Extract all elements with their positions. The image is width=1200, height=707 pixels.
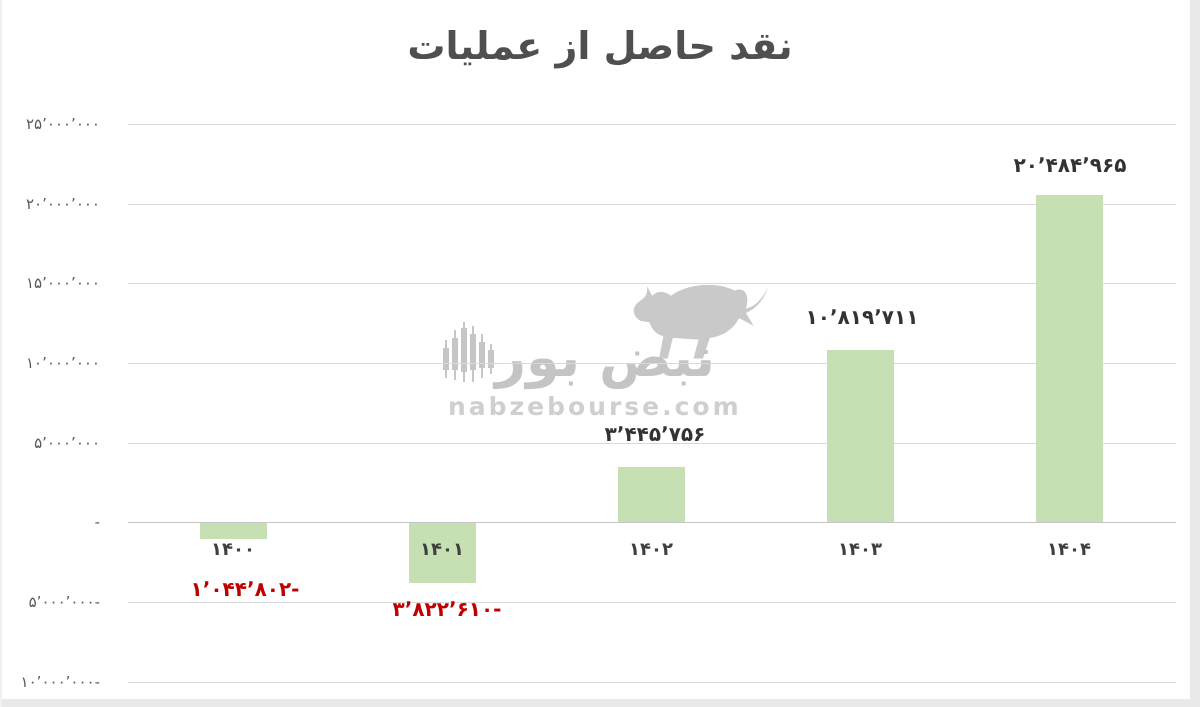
bar-1404 bbox=[1036, 195, 1103, 522]
bull-silhouette-icon bbox=[633, 284, 769, 359]
watermark-logo-text: نبض بور bbox=[494, 326, 715, 389]
watermark-domain-text: nabzebourse.com bbox=[448, 392, 742, 421]
gridline bbox=[128, 124, 1176, 125]
data-label-1400: ۱٬۰۴۴٬۸۰۲- bbox=[190, 577, 300, 601]
frame-edge-bottom bbox=[0, 699, 1200, 707]
bar-1401 bbox=[409, 522, 476, 583]
frame-edge-left bbox=[0, 0, 2, 707]
data-label-1401: ۳٬۸۲۲٬۶۱۰- bbox=[392, 597, 502, 621]
y-axis-label: ۵٬۰۰۰٬۰۰۰- bbox=[28, 593, 100, 611]
y-axis-label: ۱۵٬۰۰۰٬۰۰۰ bbox=[26, 274, 100, 292]
gridline bbox=[128, 682, 1176, 683]
data-label-1404: ۲۰٬۴۸۴٬۹۶۵ bbox=[1013, 153, 1127, 177]
x-axis-label: ۱۴۰۰ bbox=[211, 539, 255, 560]
x-axis-label: ۱۴۰۲ bbox=[629, 539, 673, 560]
gridline bbox=[128, 363, 1176, 364]
chart-title: نقد حاصل از عملیات bbox=[407, 24, 793, 68]
bar-1402 bbox=[618, 467, 685, 522]
data-label-1402: ۳٬۴۴۵٬۷۵۶ bbox=[604, 422, 706, 446]
gridline bbox=[128, 602, 1176, 603]
x-axis-label: ۱۴۰۴ bbox=[1047, 539, 1091, 560]
data-label-1403: ۱۰٬۸۱۹٬۷۱۱ bbox=[805, 305, 919, 329]
x-axis-zero-line bbox=[128, 522, 1176, 523]
x-axis-label: ۱۴۰۱ bbox=[420, 539, 464, 560]
gridline bbox=[128, 204, 1176, 205]
y-axis-label: ۲۰٬۰۰۰٬۰۰۰ bbox=[26, 195, 100, 213]
frame-edge-right bbox=[1190, 0, 1200, 707]
gridline bbox=[128, 443, 1176, 444]
y-axis-label: ۲۵٬۰۰۰٬۰۰۰ bbox=[26, 115, 100, 133]
y-axis-label: ۱۰٬۰۰۰٬۰۰۰ bbox=[26, 354, 100, 372]
y-axis-label: ۵٬۰۰۰٬۰۰۰ bbox=[34, 434, 100, 452]
candlestick-chart-icon bbox=[443, 322, 494, 382]
gridline bbox=[128, 283, 1176, 284]
bar-1403 bbox=[827, 350, 894, 522]
bar-1400 bbox=[200, 522, 267, 539]
y-axis-label: - bbox=[94, 513, 100, 531]
y-axis-label: ۱۰٬۰۰۰٬۰۰۰- bbox=[20, 673, 100, 691]
x-axis-label: ۱۴۰۳ bbox=[838, 539, 882, 560]
